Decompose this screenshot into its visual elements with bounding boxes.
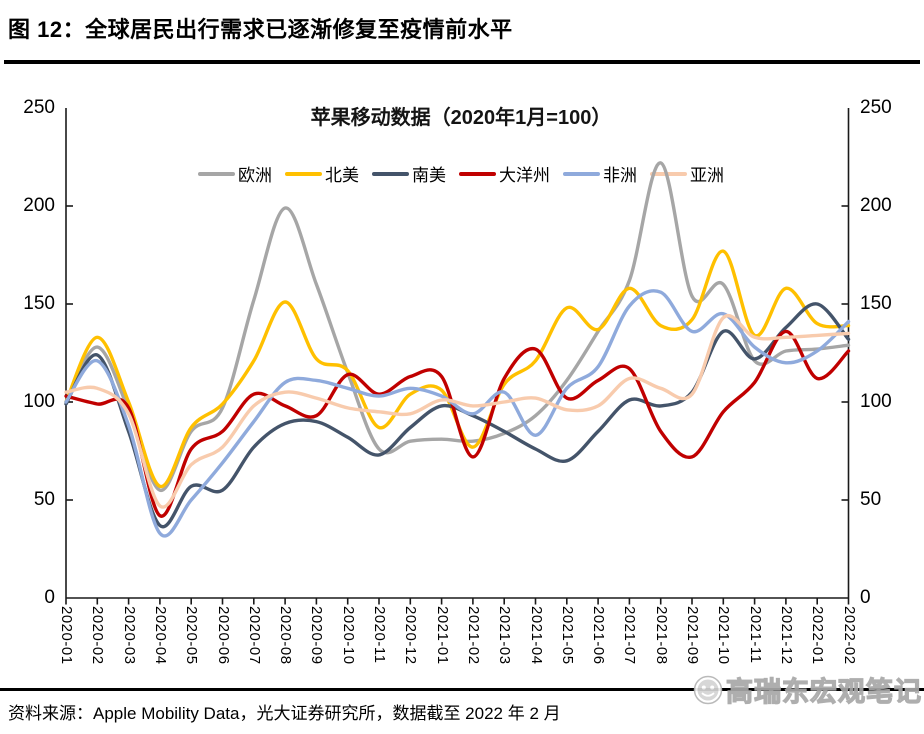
bottom-rule (0, 688, 924, 691)
legend-item: 亚洲 (650, 161, 724, 186)
x-axis-label: 2021-09 (684, 606, 701, 665)
legend-label: 南美 (412, 166, 446, 185)
chart-title: 苹果移动数据（2020年1月=100） (310, 107, 612, 129)
series-line-亚洲 (64, 314, 851, 509)
legend-swatch (285, 171, 322, 176)
y-axis-label-left: 200 (23, 195, 55, 216)
y-axis-label-right: 150 (860, 293, 892, 314)
x-axis-label: 2020-02 (89, 606, 107, 665)
x-axis-label: 2021-12 (777, 606, 795, 665)
y-axis-label-right: 250 (860, 97, 892, 118)
watermark: 高瑞东宏观笔记 (692, 670, 922, 709)
y-axis-label-right: 200 (860, 195, 892, 216)
y-axis-label-right: 50 (860, 489, 882, 510)
source-note: 资料来源：Apple Mobility Data，光大证券研究所，数据截至 20… (8, 704, 561, 723)
x-axis-label: 2020-07 (245, 606, 263, 665)
legend-swatch (372, 171, 409, 176)
legend-swatch (198, 171, 235, 176)
y-axis-label-left: 0 (44, 587, 55, 608)
legend-label: 大洋州 (499, 166, 550, 185)
x-axis-label: 2021-02 (464, 606, 482, 665)
x-axis-label: 2022-02 (840, 606, 858, 665)
x-axis-label: 2020-09 (308, 606, 326, 665)
series-line-南美 (64, 302, 851, 529)
x-axis-label: 2021-04 (527, 606, 545, 665)
legend-swatch (459, 171, 496, 176)
x-axis-label: 2021-05 (558, 606, 576, 665)
legend-item: 欧洲 (198, 161, 272, 186)
legend-item: 非洲 (563, 161, 637, 186)
legend-swatch (650, 171, 687, 176)
x-axis-label: 2022-01 (809, 606, 827, 665)
legend: 欧洲 北美 南美 大洋州 非洲 亚洲 (66, 161, 856, 186)
x-axis-label: 2020-08 (277, 606, 295, 665)
legend-label: 非洲 (603, 166, 637, 185)
x-axis-label: 2020-05 (183, 606, 201, 665)
wechat-face-icon (693, 675, 723, 704)
x-axis-label: 2021-07 (621, 606, 639, 665)
y-axis-label-left: 50 (33, 489, 55, 510)
figure-title: 图 12：全球居民出行需求已逐渐修复至疫情前水平 (8, 17, 513, 42)
series-line-欧洲 (64, 161, 851, 492)
y-axis-label-right: 100 (860, 391, 892, 412)
legend-label: 北美 (325, 166, 359, 185)
x-axis-label: 2020-04 (151, 606, 169, 665)
legend-swatch (563, 171, 600, 176)
legend-label: 亚洲 (690, 166, 724, 185)
x-axis-label: 2020-06 (214, 606, 232, 665)
watermark-text: 高瑞东宏观笔记 (725, 676, 922, 707)
x-axis-label: 2021-11 (746, 606, 764, 664)
x-axis-label: 2021-06 (590, 606, 608, 665)
x-axis-label: 2020-01 (58, 606, 75, 665)
legend-item: 南美 (372, 161, 446, 186)
legend-item: 北美 (285, 161, 359, 186)
y-axis-label-left: 100 (23, 391, 55, 412)
legend-item: 大洋州 (459, 161, 550, 186)
x-axis-label: 2021-10 (715, 606, 733, 665)
x-axis-label: 2020-10 (339, 606, 357, 665)
x-axis-label: 2021-03 (496, 606, 514, 665)
x-axis-label: 2021-08 (652, 606, 670, 665)
legend-label: 欧洲 (238, 166, 272, 185)
title-underline (4, 60, 920, 64)
x-axis-label: 2020-11 (371, 606, 388, 664)
x-axis-label: 2021-01 (433, 606, 451, 665)
x-axis-label: 2020-12 (402, 606, 420, 665)
y-axis-label-left: 150 (23, 293, 55, 314)
y-axis-label-right: 0 (860, 587, 871, 608)
y-axis-label-left: 250 (23, 97, 55, 118)
series-line-大洋州 (64, 329, 851, 518)
x-axis-label: 2020-03 (120, 606, 138, 665)
